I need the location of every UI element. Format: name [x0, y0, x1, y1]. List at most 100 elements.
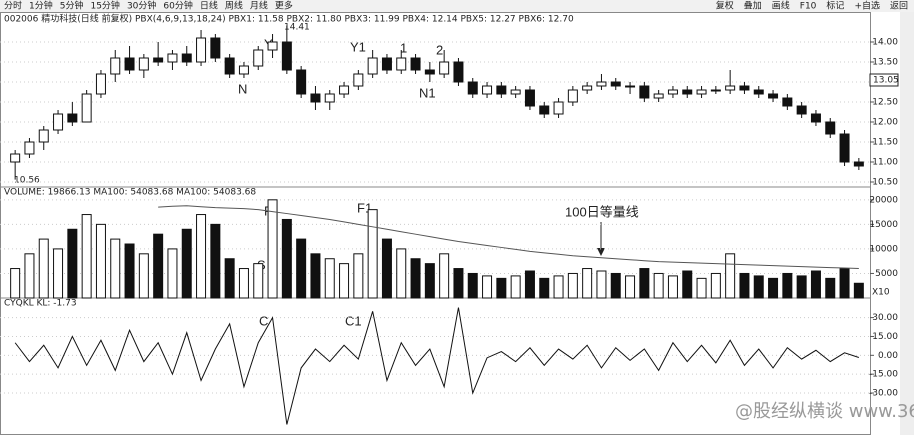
y-tick-label: 30.00	[872, 313, 898, 323]
candle-body	[95, 73, 106, 95]
price-marker: 13.05	[873, 76, 899, 86]
candle-body	[253, 49, 264, 67]
volume-bar	[539, 277, 550, 299]
ma-line	[158, 205, 859, 270]
volume-bar	[439, 253, 450, 299]
volume-bar	[353, 253, 364, 299]
volume-bar	[524, 270, 535, 299]
period-button[interactable]: 月线	[250, 0, 268, 12]
candle-body	[482, 85, 493, 95]
candle-body	[810, 113, 821, 123]
y-tick-label: 15000	[869, 220, 898, 230]
candle-body	[224, 57, 235, 75]
volume-bar	[467, 272, 478, 299]
candle-body	[825, 121, 836, 135]
volume-bar	[396, 248, 407, 299]
volume-bar	[253, 263, 264, 299]
volume-bar	[238, 268, 249, 299]
volume-bar	[167, 248, 178, 299]
volume-bar	[38, 238, 49, 299]
candle-body	[753, 89, 764, 95]
period-button[interactable]: 周线	[225, 0, 243, 12]
volume-bar	[696, 277, 707, 299]
annotation: 1	[400, 40, 407, 55]
watermark: @股经纵横谈 www.365jz.com	[735, 401, 914, 422]
candle-body	[124, 57, 135, 71]
candle-body	[453, 61, 464, 83]
y-tick-label: 13.50	[872, 58, 898, 68]
period-button[interactable]: 5分钟	[60, 0, 84, 12]
period-button[interactable]: 30分钟	[127, 0, 156, 12]
volume-bar	[267, 199, 278, 299]
candle-body	[625, 85, 636, 88]
oscillator-title: CYQKL KL: -1.73	[4, 299, 77, 309]
volume-bar	[482, 275, 493, 299]
volume-bar	[67, 228, 78, 299]
candle-body	[67, 113, 78, 123]
candle-body	[582, 85, 593, 91]
volume-bar	[625, 275, 636, 299]
y-tick-label: 20000	[869, 195, 898, 205]
candle-body	[296, 69, 307, 95]
volume-bar	[10, 268, 21, 299]
annotation: C	[259, 313, 268, 328]
tool-button[interactable]: 标记	[826, 0, 844, 12]
candle-body	[310, 93, 321, 103]
candle-body	[696, 89, 707, 95]
candle-body	[524, 89, 535, 107]
period-button[interactable]: 15分钟	[90, 0, 119, 12]
candle-body	[596, 81, 607, 87]
volume-bar	[367, 209, 378, 299]
y-tick-label: -30.00	[869, 389, 898, 399]
volume-bar	[753, 275, 764, 299]
period-button[interactable]: 分时	[4, 0, 22, 12]
candle-body	[167, 53, 178, 63]
period-button[interactable]: 1分钟	[29, 0, 53, 12]
candle-body	[196, 37, 207, 63]
period-button[interactable]: 更多	[275, 0, 293, 12]
candle-body	[467, 81, 478, 95]
tool-button[interactable]: F10	[800, 2, 817, 12]
candle-body	[496, 85, 507, 95]
volume-bar	[281, 218, 292, 299]
volume-bar	[725, 253, 736, 299]
candle-body	[339, 85, 350, 95]
tool-button[interactable]: 叠加	[744, 1, 762, 12]
volume-bar	[410, 258, 421, 299]
tool-button[interactable]: 画线	[772, 0, 790, 12]
candle-body	[539, 105, 550, 115]
volume-bar	[310, 253, 321, 299]
candle-body	[567, 89, 578, 103]
volume-bar	[24, 253, 35, 299]
price-marker-box	[869, 73, 899, 87]
toolbar	[0, 0, 914, 12]
price-title: 002006 精功科技(日线 前复权) PBX(4,6,9,13,18,24) …	[4, 13, 574, 25]
tool-button[interactable]: +自选	[854, 0, 880, 12]
candle-body	[24, 141, 35, 155]
volume-bar	[210, 223, 221, 299]
candle-body	[510, 89, 521, 95]
candle-body	[53, 113, 64, 131]
volume-bar	[110, 238, 121, 299]
candle-body	[138, 57, 149, 71]
candle-body	[667, 89, 678, 95]
candle-body	[396, 57, 407, 71]
tool-button[interactable]: 复权	[716, 0, 734, 12]
period-button[interactable]: 日线	[200, 0, 218, 12]
tool-button[interactable]: 返回	[890, 0, 908, 12]
period-button[interactable]: 60分钟	[163, 0, 192, 12]
volume-bar	[453, 268, 464, 299]
candle-body	[639, 85, 650, 99]
volume-bar	[768, 277, 779, 299]
volume-bar	[296, 238, 307, 299]
candle-body	[10, 153, 21, 163]
candle-body	[768, 93, 779, 99]
volume-bar	[53, 248, 64, 299]
candle-body	[281, 41, 292, 71]
candle-body	[725, 85, 736, 91]
candle-body	[381, 57, 392, 71]
candle-body	[439, 61, 450, 75]
volume-bar	[682, 270, 693, 299]
volume-bar	[224, 258, 235, 299]
annotation: 10.56	[14, 176, 40, 186]
